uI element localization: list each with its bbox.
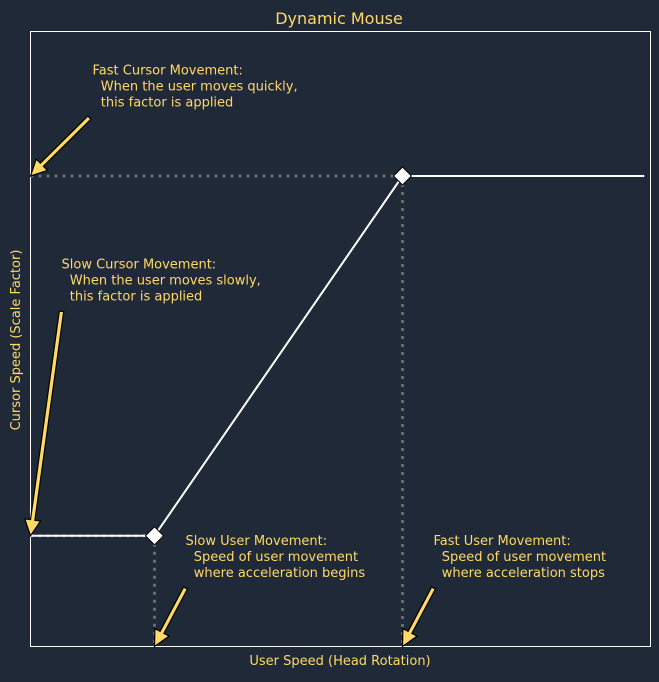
annotation-arrow-fast-user [401, 586, 437, 648]
annotation-line-slow-cursor-3: this factor is applied [62, 289, 203, 304]
annotation-arrow-fast-cursor [29, 115, 92, 177]
annotation-line-fast-user-2: Speed of user movement [434, 550, 607, 565]
annotation-line-fast-user-1: Fast User Movement: [434, 534, 571, 549]
annotation-line-slow-cursor-1: Slow Cursor Movement: [62, 257, 217, 272]
markers-layer [144, 166, 413, 546]
annotation-slow-cursor: Slow Cursor Movement: When the user move… [23, 257, 261, 538]
annotation-text-slow-user: Slow User Movement: Speed of user moveme… [186, 534, 366, 581]
annotation-line-slow-user-1: Slow User Movement: [186, 534, 328, 549]
annotation-line-slow-cursor-2: When the user moves slowly, [62, 273, 261, 288]
guide-lines [30, 174, 404, 647]
annotation-line-fast-cursor-2: When the user moves quickly, [93, 80, 298, 95]
annotation-line-slow-user-2: Speed of user movement [186, 550, 359, 565]
annotation-line-fast-cursor-1: Fast Cursor Movement: [93, 64, 243, 79]
series-layer [30, 175, 645, 537]
annotation-arrow-slow-user [153, 586, 189, 648]
plot-frame [30, 31, 651, 647]
annotation-line-fast-user-3: where acceleration stops [434, 566, 606, 581]
annotation-arrow-slow-cursor [23, 310, 65, 538]
annotation-fast-cursor: Fast Cursor Movement: When the user move… [29, 64, 298, 177]
annotation-line-slow-user-3: where acceleration begins [186, 566, 366, 581]
annotation-fast-user: Fast User Movement: Speed of user moveme… [401, 534, 607, 648]
breakpoint-marker-1 [144, 526, 165, 546]
annotation-line-fast-cursor-3: this factor is applied [93, 96, 234, 111]
annotations-layer: Fast Cursor Movement: When the user move… [23, 64, 607, 648]
series-line-1 [30, 175, 645, 537]
annotation-text-fast-user: Fast User Movement: Speed of user moveme… [434, 534, 607, 581]
annotation-text-slow-cursor: Slow Cursor Movement: When the user move… [62, 257, 261, 304]
chart-title: Dynamic Mouse [275, 9, 403, 28]
x-axis-label: User Speed (Head Rotation) [249, 654, 430, 669]
y-axis-label: Cursor Speed (Scale Factor) [9, 250, 24, 431]
annotation-slow-user: Slow User Movement: Speed of user moveme… [153, 534, 366, 648]
annotation-text-fast-cursor: Fast Cursor Movement: When the user move… [93, 64, 298, 111]
breakpoint-marker-2 [392, 166, 413, 186]
